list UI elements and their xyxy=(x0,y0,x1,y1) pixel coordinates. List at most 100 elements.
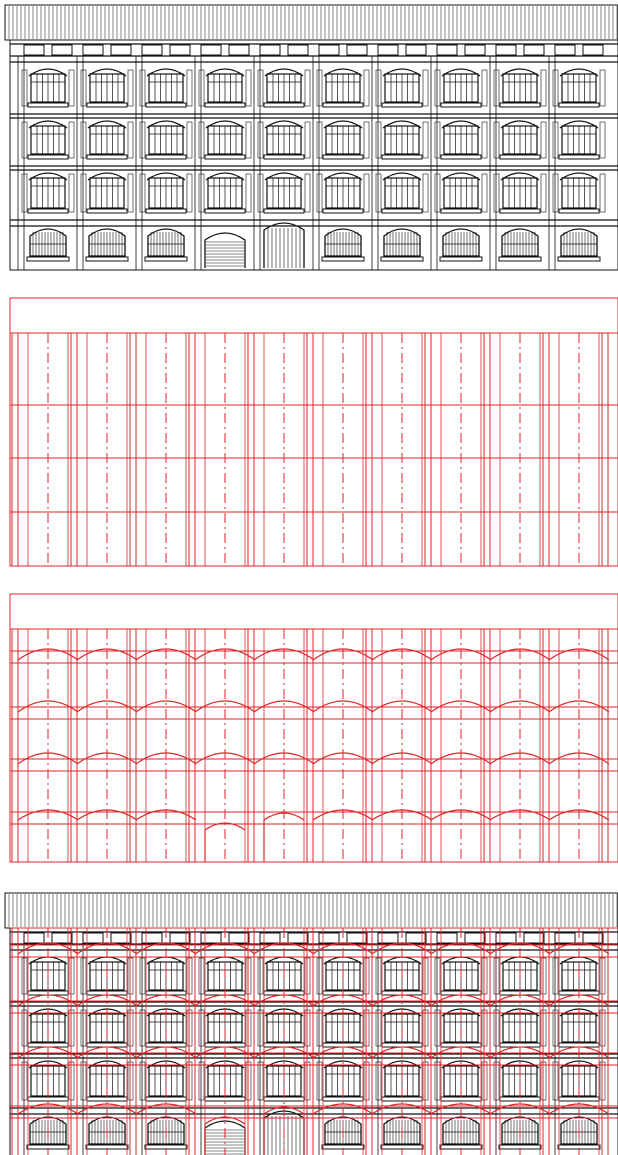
arch-guide xyxy=(194,700,256,713)
cornice-panel xyxy=(523,932,545,944)
pilaster xyxy=(21,1009,28,1047)
pilaster xyxy=(257,69,264,107)
door-guide xyxy=(263,812,305,862)
door xyxy=(204,232,246,268)
cornice-panel xyxy=(228,44,250,56)
window-sill xyxy=(263,208,305,214)
window-sill xyxy=(145,102,187,108)
cornice-panel xyxy=(110,932,132,944)
window-sill xyxy=(204,102,246,108)
window-sill xyxy=(85,256,129,262)
pilaster xyxy=(422,69,429,107)
arch-guide xyxy=(430,809,492,821)
pilaster xyxy=(68,121,75,159)
pilaster xyxy=(434,69,441,107)
ground-window xyxy=(29,228,67,257)
pilaster xyxy=(599,69,606,107)
cornice-panel xyxy=(51,932,73,944)
pilaster xyxy=(316,69,323,107)
pilaster xyxy=(375,69,382,107)
arch-guide xyxy=(548,809,610,821)
pilaster xyxy=(552,1061,559,1101)
arch-guide xyxy=(430,1046,492,1059)
arch-guide xyxy=(17,942,79,955)
window-sill xyxy=(499,208,541,214)
arch-guide xyxy=(76,1046,138,1059)
cornice-panel xyxy=(259,932,281,944)
pilaster xyxy=(493,1009,500,1047)
door-guide xyxy=(204,1116,246,1155)
cornice-panel xyxy=(169,44,191,56)
window-sill xyxy=(27,208,69,214)
arch-guide xyxy=(312,700,374,713)
ground-window xyxy=(383,1116,421,1145)
pilaster xyxy=(139,1061,146,1101)
pilaster xyxy=(21,173,28,213)
window-sill xyxy=(204,208,246,214)
window-sill xyxy=(86,154,128,160)
ground-window xyxy=(29,1116,67,1145)
cornice-panel xyxy=(464,932,486,944)
window-sill xyxy=(26,256,70,262)
cornice-panel xyxy=(169,932,191,944)
grid-frame xyxy=(9,297,618,567)
arch-guide xyxy=(135,809,197,821)
pilaster xyxy=(599,173,606,213)
pilaster xyxy=(552,1009,559,1047)
arch-guide xyxy=(253,1046,315,1059)
arch-guide xyxy=(76,942,138,955)
window-sill xyxy=(380,256,424,262)
pilaster xyxy=(139,957,146,995)
arch-guide xyxy=(548,994,610,1007)
arch-guide xyxy=(430,752,492,765)
pilaster xyxy=(21,69,28,107)
window-sill xyxy=(204,154,246,160)
pilaster xyxy=(127,173,134,213)
arch-guide xyxy=(76,752,138,765)
cornice-panel xyxy=(554,44,576,56)
pilaster xyxy=(186,69,193,107)
pilaster xyxy=(316,1009,323,1047)
window-sill xyxy=(498,256,542,262)
window-sill xyxy=(381,154,423,160)
arch-guide xyxy=(17,994,79,1007)
pilaster xyxy=(257,1009,264,1047)
window-sill xyxy=(322,208,364,214)
ground-window xyxy=(560,1116,598,1145)
window-sill xyxy=(322,102,364,108)
cornice-panel xyxy=(464,44,486,56)
window-sill xyxy=(499,154,541,160)
arch-guide xyxy=(430,700,492,713)
cornice-panel xyxy=(287,932,309,944)
overlay xyxy=(4,892,618,1155)
cornice-panel xyxy=(141,932,163,944)
pilaster xyxy=(198,957,205,995)
arch-guide xyxy=(548,752,610,765)
pilaster xyxy=(363,173,370,213)
arch-guide xyxy=(76,700,138,713)
arch-guide xyxy=(312,809,374,821)
door-guide xyxy=(204,822,246,862)
pilaster xyxy=(21,1061,28,1101)
pilaster xyxy=(552,69,559,107)
arch-guide xyxy=(489,700,551,713)
arch-guide xyxy=(371,994,433,1007)
cornice-panel xyxy=(405,932,427,944)
door xyxy=(263,222,305,268)
pilaster xyxy=(375,173,382,213)
pilaster xyxy=(198,121,205,159)
arch-guide xyxy=(371,648,433,661)
arch-guide xyxy=(17,1103,79,1115)
ground-window xyxy=(442,228,480,257)
pilaster xyxy=(257,957,264,995)
cornice-panel xyxy=(200,44,222,56)
pilaster xyxy=(186,121,193,159)
pilaster xyxy=(434,121,441,159)
window-sill xyxy=(381,102,423,108)
pilaster xyxy=(80,1061,87,1101)
arch-guide xyxy=(489,648,551,661)
arch-guide xyxy=(253,942,315,955)
window-sill xyxy=(144,256,188,262)
arch-guide xyxy=(548,942,610,955)
